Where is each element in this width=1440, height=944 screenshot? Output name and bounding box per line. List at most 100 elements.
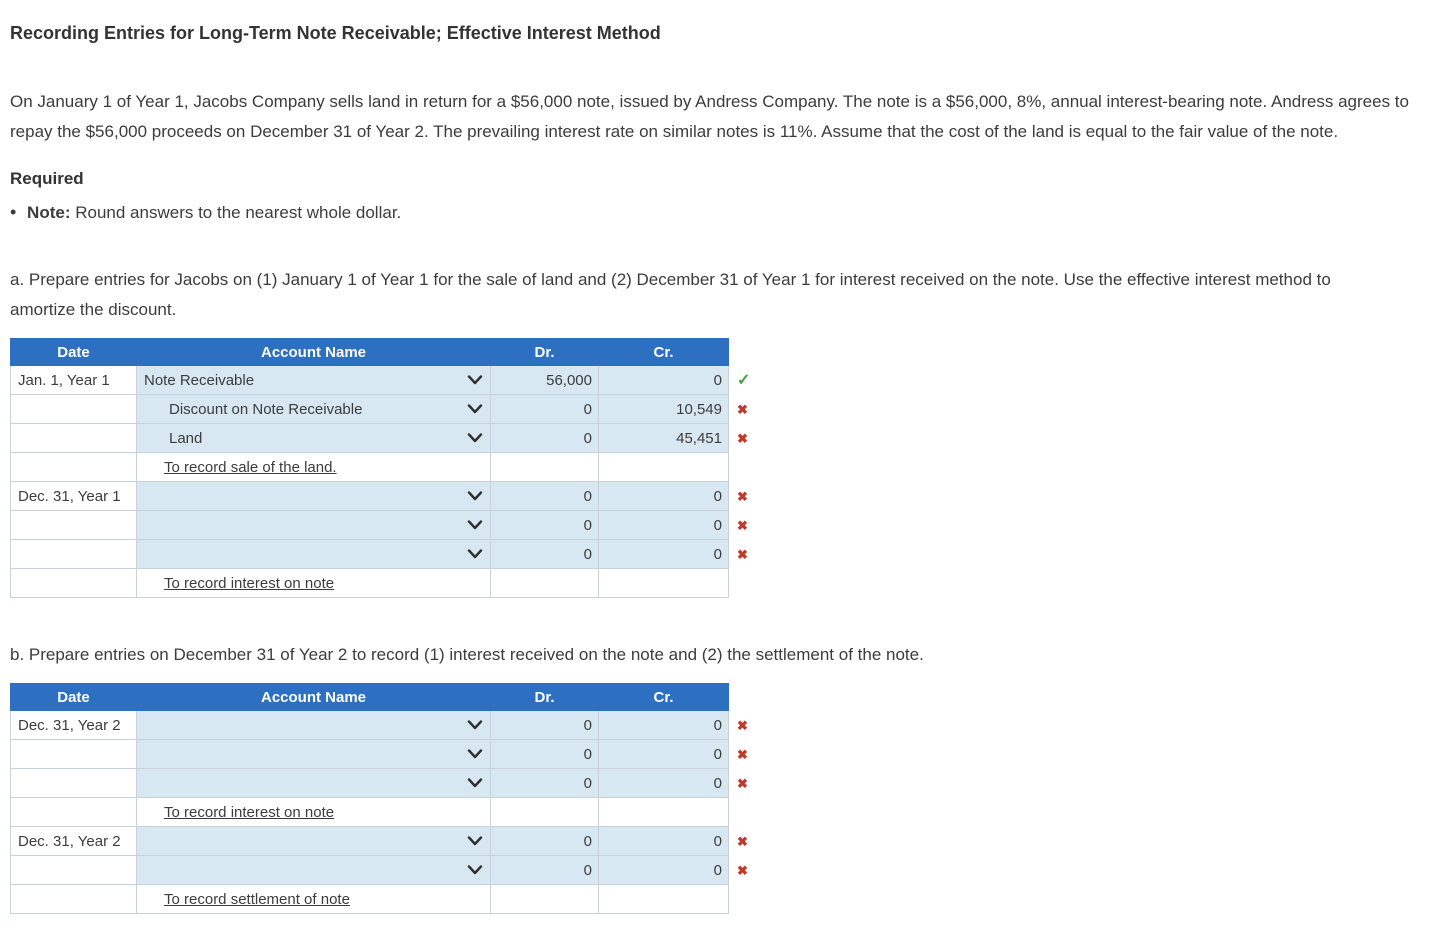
journal-entry-row: Land 0 45,451 ✖ [10,423,763,454]
journal-table-b-container: Date Account Name Dr. Cr. Dec. 31, Year 2 0 0 ✖… [10,683,1430,915]
date-cell [10,739,137,770]
debit-input[interactable]: 0 [490,481,599,512]
note-label: Note: [27,203,71,223]
credit-input[interactable]: 0 [598,510,729,541]
account-select[interactable] [136,768,491,799]
column-header-account: Account Name [136,683,491,712]
status-cell: ✖ [728,855,763,885]
debit-input[interactable]: 0 [490,394,599,425]
credit-input[interactable]: 0 [598,826,729,857]
incorrect-icon: ✖ [737,746,748,762]
journal-entry-row: 0 0 ✖ [10,539,763,570]
status-column-spacer [728,683,763,711]
debit-input[interactable]: 56,000 [490,365,599,396]
debit-cell-empty [490,797,599,828]
debit-input[interactable]: 0 [490,826,599,857]
column-header-date: Date [10,338,137,367]
account-select-value: Note Receivable [144,371,255,389]
table-header-row: Date Account Name Dr. Cr. [10,338,763,367]
status-cell [728,884,763,914]
column-header-dr: Dr. [490,683,599,712]
instruction-a: a. Prepare entries for Jacobs on (1) Jan… [10,270,1331,320]
status-cell: ✖ [728,481,763,511]
account-select[interactable]: Discount on Note Receivable [136,394,491,425]
memo-cell: To record sale of the land. [136,452,491,483]
memo-cell: To record interest on note [136,797,491,828]
status-cell: ✖ [728,539,763,569]
account-select[interactable] [136,710,491,741]
credit-input[interactable]: 0 [598,855,729,886]
credit-cell-empty [598,884,729,915]
assignment-page: Recording Entries for Long-Term Note Rec… [10,23,1430,915]
journal-table-a-container: Date Account Name Dr. Cr. Jan. 1, Year 1 Note… [10,338,1430,599]
required-heading: Required [10,169,84,189]
date-cell [10,768,137,799]
credit-input[interactable]: 0 [598,710,729,741]
journal-entry-row: Dec. 31, Year 1 0 0 ✖ [10,481,763,512]
account-select[interactable] [136,826,491,857]
chevron-down-icon [467,749,483,759]
debit-input[interactable]: 0 [490,768,599,799]
account-select-value: Discount on Note Receivable [169,400,363,418]
memo-cell: To record interest on note [136,568,491,599]
status-cell [728,452,763,482]
column-header-cr: Cr. [598,683,729,712]
date-cell [10,423,137,454]
date-cell [10,539,137,570]
credit-cell-empty [598,797,729,828]
account-select[interactable] [136,481,491,512]
memo-text: To record interest on note [164,803,335,821]
date-cell [10,510,137,541]
memo-text: To record settlement of note [164,890,350,908]
credit-input[interactable]: 0 [598,768,729,799]
credit-input[interactable]: 10,549 [598,394,729,425]
account-select[interactable] [136,739,491,770]
date-cell [10,884,137,915]
date-cell: Jan. 1, Year 1 [10,365,137,396]
journal-memo-row: To record interest on note [10,568,763,599]
journal-entry-row: 0 0 ✖ [10,510,763,541]
journal-memo-row: To record sale of the land. [10,452,763,483]
chevron-down-icon [467,433,483,443]
instruction-b: b. Prepare entries on December 31 of Yea… [10,645,924,665]
credit-input[interactable]: 0 [598,365,729,396]
debit-input[interactable]: 0 [490,739,599,770]
date-cell [10,568,137,599]
credit-cell-empty [598,568,729,599]
journal-entry-row: Dec. 31, Year 2 0 0 ✖ [10,710,763,741]
account-select[interactable]: Land [136,423,491,454]
chevron-down-icon [467,778,483,788]
account-select[interactable] [136,510,491,541]
incorrect-icon: ✖ [737,488,748,504]
incorrect-icon: ✖ [737,862,748,878]
date-cell: Dec. 31, Year 1 [10,481,137,512]
debit-input[interactable]: 0 [490,710,599,741]
chevron-down-icon [467,549,483,559]
column-header-dr: Dr. [490,338,599,367]
debit-input[interactable]: 0 [490,855,599,886]
date-cell [10,394,137,425]
journal-entry-row: 0 0 ✖ [10,855,763,886]
debit-input[interactable]: 0 [490,423,599,454]
chevron-down-icon [467,720,483,730]
incorrect-icon: ✖ [737,430,748,446]
problem-statement: On January 1 of Year 1, Jacobs Company s… [10,92,1409,142]
debit-input[interactable]: 0 [490,510,599,541]
credit-input[interactable]: 0 [598,739,729,770]
credit-input[interactable]: 0 [598,481,729,512]
incorrect-icon: ✖ [737,775,748,791]
credit-input[interactable]: 45,451 [598,423,729,454]
status-cell: ✓ [728,365,763,395]
debit-input[interactable]: 0 [490,539,599,570]
date-cell [10,797,137,828]
journal-entry-row: Dec. 31, Year 2 0 0 ✖ [10,826,763,857]
account-select[interactable] [136,855,491,886]
chevron-down-icon [467,404,483,414]
status-cell: ✖ [728,739,763,769]
journal-entry-row: 0 0 ✖ [10,739,763,770]
credit-input[interactable]: 0 [598,539,729,570]
column-header-cr: Cr. [598,338,729,367]
note-line: • Note: Round answers to the nearest who… [10,202,1430,223]
account-select[interactable] [136,539,491,570]
account-select[interactable]: Note Receivable [136,365,491,396]
